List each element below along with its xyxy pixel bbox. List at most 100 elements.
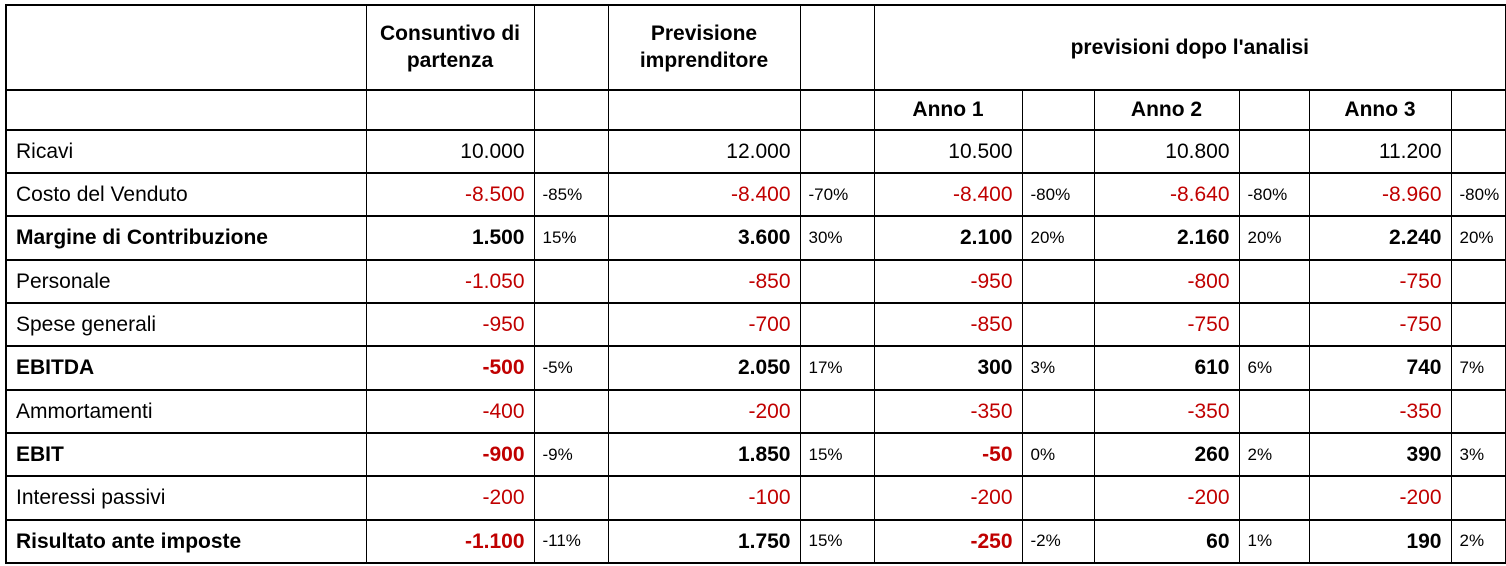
header-row-years: Anno 1 Anno 2 Anno 3	[5, 88, 1506, 131]
header-anno-1: Anno 1	[873, 88, 1023, 131]
value-cell: 12.000	[607, 128, 801, 175]
value-cell: 390	[1308, 431, 1452, 478]
table-row-interessi-passivi: Interessi passivi -200 -100 -200 -200 -2…	[5, 475, 1506, 521]
value-cell: 190	[1308, 518, 1452, 565]
value-cell: -750	[1308, 302, 1452, 348]
value-cell: -950	[365, 302, 535, 348]
value-cell: 10.800	[1093, 128, 1240, 175]
pct-cell: 15%	[533, 215, 609, 261]
pct-cell: -5%	[533, 345, 609, 391]
value-cell: -750	[1093, 302, 1240, 348]
pct-cell	[1021, 128, 1095, 175]
header-previsioni-dopo-analisi: previsioni dopo l'analisi	[873, 4, 1506, 91]
table-row-spese-generali: Spese generali -950 -700 -850 -750 -750	[5, 302, 1506, 348]
row-label: Ricavi	[5, 128, 367, 175]
pct-cell	[1021, 388, 1095, 434]
value-cell: 1.750	[607, 518, 801, 565]
table-row-ammortamenti: Ammortamenti -400 -200 -350 -350 -350	[5, 388, 1506, 434]
row-label: EBITDA	[5, 345, 367, 391]
value-cell: 11.200	[1308, 128, 1452, 175]
pct-cell	[533, 258, 609, 305]
header-previsione-pct-cell	[799, 4, 875, 91]
pct-cell	[799, 258, 875, 305]
value-cell: -350	[1093, 388, 1240, 434]
pct-cell: -70%	[799, 172, 875, 218]
pct-cell	[1021, 258, 1095, 305]
pct-cell	[799, 128, 875, 175]
pct-cell	[1450, 302, 1506, 348]
pct-cell	[1238, 258, 1310, 305]
value-cell: -950	[873, 258, 1023, 305]
value-cell: -8.400	[873, 172, 1023, 218]
header-consuntivo-di-partenza: Consuntivo di partenza	[365, 4, 535, 91]
header-anno-3: Anno 3	[1308, 88, 1452, 131]
value-cell: -850	[607, 258, 801, 305]
value-cell: 1.850	[607, 431, 801, 478]
pct-cell: 17%	[799, 345, 875, 391]
pct-cell	[1238, 475, 1310, 521]
empty-cell	[533, 88, 609, 131]
pct-cell: -85%	[533, 172, 609, 218]
value-cell: -50	[873, 431, 1023, 478]
row-label: Costo del Venduto	[5, 172, 367, 218]
value-cell: -350	[873, 388, 1023, 434]
pct-cell	[1450, 258, 1506, 305]
empty-cell	[1450, 88, 1506, 131]
empty-cell	[1238, 88, 1310, 131]
empty-cell	[1021, 88, 1095, 131]
row-label: Ammortamenti	[5, 388, 367, 434]
value-cell: 610	[1093, 345, 1240, 391]
value-cell: -350	[1308, 388, 1452, 434]
pct-cell: 7%	[1450, 345, 1506, 391]
value-cell: -400	[365, 388, 535, 434]
pct-cell	[799, 475, 875, 521]
value-cell: -200	[365, 475, 535, 521]
pct-cell	[1450, 388, 1506, 434]
value-cell: -8.400	[607, 172, 801, 218]
pct-cell	[1021, 475, 1095, 521]
pct-cell	[533, 388, 609, 434]
pct-cell: -11%	[533, 518, 609, 565]
pct-cell	[1238, 302, 1310, 348]
pct-cell	[799, 302, 875, 348]
pct-cell: 30%	[799, 215, 875, 261]
pct-cell: 20%	[1450, 215, 1506, 261]
pct-cell	[533, 128, 609, 175]
row-label: Personale	[5, 258, 367, 305]
pct-cell: -2%	[1021, 518, 1095, 565]
pct-cell	[1238, 128, 1310, 175]
row-label: Risultato ante imposte	[5, 518, 367, 565]
value-cell: -200	[873, 475, 1023, 521]
row-label: Interessi passivi	[5, 475, 367, 521]
pct-cell	[1021, 302, 1095, 348]
income-statement-table: Consuntivo di partenza Previsione impren…	[5, 4, 1506, 565]
pct-cell: -80%	[1238, 172, 1310, 218]
value-cell: 2.240	[1308, 215, 1452, 261]
pct-cell: 1%	[1238, 518, 1310, 565]
value-cell: 10.000	[365, 128, 535, 175]
pct-cell: 3%	[1450, 431, 1506, 478]
value-cell: -850	[873, 302, 1023, 348]
header-anno-2: Anno 2	[1093, 88, 1240, 131]
pct-cell: -9%	[533, 431, 609, 478]
pct-cell: 2%	[1450, 518, 1506, 565]
value-cell: -100	[607, 475, 801, 521]
pct-cell: 6%	[1238, 345, 1310, 391]
pct-cell: 20%	[1238, 215, 1310, 261]
value-cell: -200	[1093, 475, 1240, 521]
value-cell: -1.100	[365, 518, 535, 565]
header-previsione-imprenditore: Previsione imprenditore	[607, 4, 801, 91]
value-cell: 740	[1308, 345, 1452, 391]
corner-cell	[5, 4, 367, 91]
value-cell: -900	[365, 431, 535, 478]
value-cell: -200	[607, 388, 801, 434]
empty-cell	[607, 88, 801, 131]
value-cell: -8.960	[1308, 172, 1452, 218]
value-cell: 300	[873, 345, 1023, 391]
value-cell: 2.160	[1093, 215, 1240, 261]
table-row-costo-del-venduto: Costo del Venduto -8.500 -85% -8.400 -70…	[5, 172, 1506, 218]
value-cell: -250	[873, 518, 1023, 565]
pct-cell: 0%	[1021, 431, 1095, 478]
empty-cell	[365, 88, 535, 131]
